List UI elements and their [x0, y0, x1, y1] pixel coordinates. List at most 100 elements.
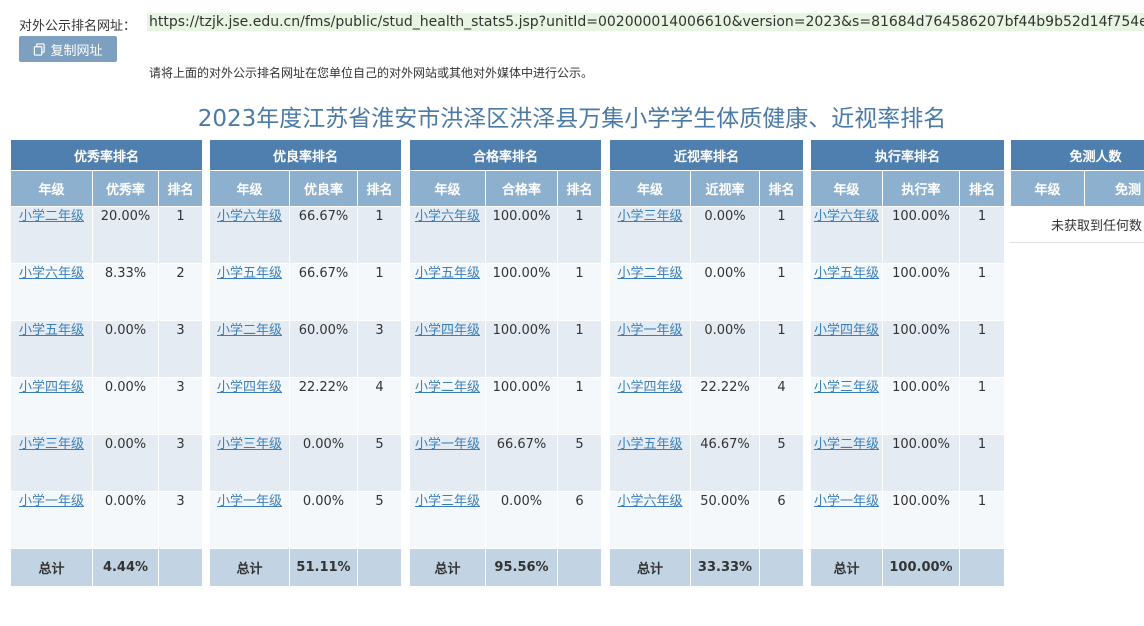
- public-url-value[interactable]: https://tzjk.jse.edu.cn/fms/public/stud_…: [147, 13, 1144, 31]
- grade-link[interactable]: 小学四年级: [216, 380, 282, 395]
- grade-link[interactable]: 小学三年级: [617, 209, 683, 224]
- grade-link[interactable]: 小学三年级: [216, 437, 282, 452]
- rate-cell: 100.00%: [882, 377, 960, 435]
- grade-cell: 小学二年级: [609, 263, 691, 321]
- table-row: 小学一年级 0.00% 5: [209, 491, 403, 549]
- grade-link[interactable]: 小学五年级: [18, 323, 84, 338]
- rank-cell: 1: [157, 206, 204, 264]
- rate-cell: 100.00%: [882, 320, 960, 378]
- grade-link[interactable]: 小学四年级: [18, 380, 84, 395]
- rank-cell: 6: [556, 491, 603, 549]
- grade-cell: 小学三年级: [609, 206, 691, 264]
- rate-cell: 0.00%: [690, 263, 760, 321]
- total-label: 总计: [609, 548, 691, 587]
- grade-link[interactable]: 小学六年级: [813, 209, 879, 224]
- table-row: 小学二年级 60.00% 3: [209, 320, 403, 378]
- grade-cell: 小学三年级: [10, 434, 93, 492]
- table-row: 小学五年级 0.00% 3: [10, 320, 204, 378]
- rank-cell: 2: [157, 263, 204, 321]
- grade-link[interactable]: 小学一年级: [18, 494, 84, 509]
- table-row: 小学二年级 100.00% 1: [409, 377, 603, 435]
- grade-link[interactable]: 小学六年级: [414, 209, 480, 224]
- rate-cell: 20.00%: [92, 206, 159, 264]
- ranking-table: 执行率排名 年级 执行率 排名 小学六年级 100.00% 1 小学五年级 100.00% 1 小学…: [809, 139, 1006, 587]
- ranking-table-title: 优秀率排名: [9, 139, 204, 171]
- rate-cell: 100.00%: [485, 206, 558, 264]
- grade-link[interactable]: 小学二年级: [18, 209, 84, 224]
- total-rank-empty: [556, 548, 603, 587]
- grade-cell: 小学一年级: [810, 491, 883, 549]
- grade-cell: 小学二年级: [409, 377, 486, 435]
- grade-cell: 小学六年级: [409, 206, 486, 264]
- table-row: 小学一年级 66.67% 5: [409, 434, 603, 492]
- column-header: 排名: [157, 170, 204, 207]
- total-value: 95.56%: [485, 548, 558, 587]
- grade-link[interactable]: 小学三年级: [813, 380, 879, 395]
- total-rank-empty: [157, 548, 204, 587]
- table-row: 小学三年级 0.00% 6: [409, 491, 603, 549]
- column-header: 排名: [356, 170, 403, 207]
- total-label: 总计: [209, 548, 290, 587]
- grade-link[interactable]: 小学一年级: [216, 494, 282, 509]
- grade-link[interactable]: 小学五年级: [617, 437, 683, 452]
- ranking-table-title: 执行率排名: [809, 139, 1006, 171]
- grade-link[interactable]: 小学一年级: [813, 494, 879, 509]
- copy-icon: [34, 42, 46, 56]
- grade-link[interactable]: 小学四年级: [813, 323, 879, 338]
- grade-link[interactable]: 小学三年级: [18, 437, 84, 452]
- rate-cell: 0.00%: [485, 491, 558, 549]
- rank-cell: 1: [356, 206, 403, 264]
- grade-link[interactable]: 小学三年级: [414, 494, 480, 509]
- grade-cell: 小学三年级: [810, 377, 883, 435]
- grade-link[interactable]: 小学五年级: [414, 266, 480, 281]
- total-rank-empty: [958, 548, 1006, 587]
- rate-cell: 100.00%: [882, 263, 960, 321]
- grade-link[interactable]: 小学一年级: [414, 437, 480, 452]
- rank-cell: 5: [356, 491, 403, 549]
- column-header: 合格率: [485, 170, 558, 207]
- grade-cell: 小学四年级: [810, 320, 883, 378]
- column-header: 年级: [609, 170, 691, 207]
- rank-cell: 5: [556, 434, 603, 492]
- table-row: 小学六年级 50.00% 6: [609, 491, 805, 549]
- table-row: 小学五年级 46.67% 5: [609, 434, 805, 492]
- grade-link[interactable]: 小学二年级: [414, 380, 480, 395]
- rate-cell: 0.00%: [92, 434, 159, 492]
- rate-cell: 46.67%: [690, 434, 760, 492]
- grade-link[interactable]: 小学一年级: [617, 323, 683, 338]
- table-row: 小学三年级 0.00% 5: [209, 434, 403, 492]
- rank-cell: 1: [958, 206, 1006, 264]
- exempt-table-title: 免测人数: [1009, 139, 1144, 171]
- grade-cell: 小学六年级: [810, 206, 883, 264]
- grade-link[interactable]: 小学六年级: [216, 209, 282, 224]
- table-row: 小学四年级 22.22% 4: [609, 377, 805, 435]
- rank-cell: 1: [758, 206, 805, 264]
- total-row: 总计 95.56%: [409, 548, 603, 587]
- rank-cell: 1: [758, 263, 805, 321]
- grade-link[interactable]: 小学六年级: [18, 266, 84, 281]
- rate-cell: 0.00%: [92, 491, 159, 549]
- grade-link[interactable]: 小学二年级: [216, 323, 282, 338]
- copy-url-button[interactable]: 复制网址: [19, 36, 117, 62]
- table-row: 小学六年级 100.00% 1: [409, 206, 603, 264]
- grade-link[interactable]: 小学六年级: [617, 494, 683, 509]
- table-row: 小学六年级 100.00% 1: [810, 206, 1006, 264]
- ranking-table-title: 优良率排名: [208, 139, 403, 171]
- grade-link[interactable]: 小学二年级: [617, 266, 683, 281]
- grade-link[interactable]: 小学五年级: [216, 266, 282, 281]
- grade-cell: 小学二年级: [810, 434, 883, 492]
- grade-link[interactable]: 小学五年级: [813, 266, 879, 281]
- total-row: 总计 4.44%: [10, 548, 204, 587]
- table-row: 小学二年级 100.00% 1: [810, 434, 1006, 492]
- grade-cell: 小学三年级: [209, 434, 290, 492]
- rate-cell: 100.00%: [485, 377, 558, 435]
- column-header: 年级: [409, 170, 486, 207]
- column-header: 执行率: [882, 170, 960, 207]
- table-row: 小学一年级 0.00% 3: [10, 491, 204, 549]
- grade-cell: 小学四年级: [609, 377, 691, 435]
- grade-link[interactable]: 小学四年级: [414, 323, 480, 338]
- grade-link[interactable]: 小学二年级: [813, 437, 879, 452]
- rank-cell: 4: [356, 377, 403, 435]
- ranking-table: 优良率排名 年级 优良率 排名 小学六年级 66.67% 1 小学五年级 66.67% 1 小学二年…: [208, 139, 403, 587]
- grade-link[interactable]: 小学四年级: [617, 380, 683, 395]
